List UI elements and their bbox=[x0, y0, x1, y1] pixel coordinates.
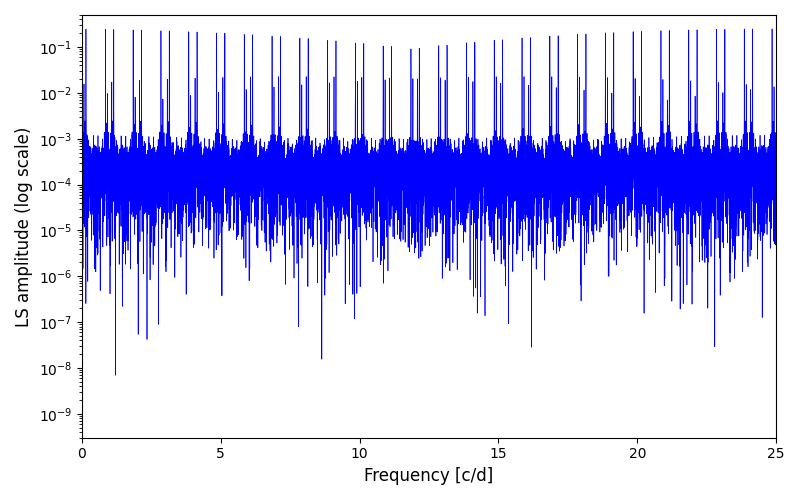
X-axis label: Frequency [c/d]: Frequency [c/d] bbox=[364, 467, 494, 485]
Y-axis label: LS amplitude (log scale): LS amplitude (log scale) bbox=[15, 126, 33, 326]
